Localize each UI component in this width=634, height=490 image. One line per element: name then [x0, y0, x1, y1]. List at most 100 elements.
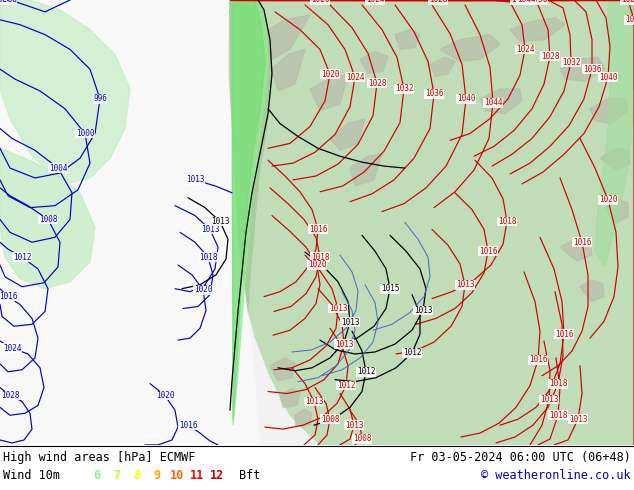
Text: 1018: 1018: [549, 379, 567, 388]
Text: 1013: 1013: [335, 340, 353, 348]
Text: 7: 7: [113, 468, 120, 482]
Text: 1012: 1012: [403, 348, 421, 358]
Text: 10: 10: [170, 468, 184, 482]
Polygon shape: [230, 0, 272, 425]
Polygon shape: [272, 49, 305, 91]
Polygon shape: [440, 35, 500, 61]
Text: 1015: 1015: [381, 284, 399, 293]
Text: 1040: 1040: [598, 73, 618, 82]
Polygon shape: [330, 119, 365, 150]
Text: 1013: 1013: [210, 217, 230, 226]
Text: 1020: 1020: [598, 195, 618, 204]
Text: 1020: 1020: [621, 0, 634, 4]
Text: 1018: 1018: [498, 217, 516, 226]
Text: 1036: 1036: [425, 90, 443, 98]
Text: 11: 11: [190, 468, 204, 482]
Text: 1024: 1024: [346, 73, 365, 82]
Polygon shape: [0, 0, 130, 183]
Text: 1032: 1032: [511, 0, 529, 4]
Text: 1016: 1016: [555, 330, 573, 339]
Polygon shape: [510, 18, 565, 42]
Text: 1028: 1028: [429, 0, 447, 4]
Text: 1016: 1016: [179, 420, 197, 430]
Text: 996: 996: [93, 95, 107, 103]
Text: 1013: 1013: [414, 306, 432, 315]
Text: 1020: 1020: [307, 261, 327, 270]
Text: 1036: 1036: [583, 65, 601, 74]
Text: 982: 982: [0, 0, 7, 4]
Polygon shape: [480, 89, 522, 114]
Polygon shape: [590, 99, 628, 123]
Text: 1040: 1040: [519, 0, 537, 4]
Text: 1013: 1013: [540, 395, 559, 404]
Text: 1013: 1013: [456, 280, 474, 289]
Text: 1040: 1040: [456, 95, 476, 103]
Text: 1013: 1013: [569, 415, 587, 424]
Text: 1000: 1000: [75, 129, 94, 138]
Text: 1008: 1008: [321, 415, 339, 424]
Text: 1028: 1028: [541, 52, 559, 61]
Polygon shape: [0, 148, 95, 289]
Text: © weatheronline.co.uk: © weatheronline.co.uk: [481, 468, 631, 482]
Text: 1012: 1012: [13, 252, 31, 262]
Text: 1018: 1018: [549, 411, 567, 420]
Text: 1024: 1024: [3, 343, 22, 352]
Polygon shape: [280, 389, 300, 407]
Polygon shape: [560, 239, 592, 261]
Text: 988: 988: [3, 0, 17, 4]
Polygon shape: [360, 51, 388, 73]
Text: 1028: 1028: [1, 391, 19, 400]
Text: Wind 10m: Wind 10m: [3, 468, 60, 482]
Text: 1032: 1032: [562, 58, 580, 67]
Text: 6: 6: [93, 468, 101, 482]
Text: 1016: 1016: [479, 246, 497, 256]
Text: 12: 12: [210, 468, 224, 482]
Text: 9: 9: [153, 468, 160, 482]
Polygon shape: [600, 148, 630, 170]
Text: Fr 03-05-2024 06:00 UTC (06+48): Fr 03-05-2024 06:00 UTC (06+48): [410, 451, 631, 465]
Text: Bft: Bft: [239, 468, 261, 482]
Text: 1016: 1016: [529, 355, 547, 365]
Polygon shape: [580, 280, 604, 301]
Polygon shape: [605, 200, 628, 222]
Polygon shape: [395, 30, 420, 49]
Text: 1016: 1016: [309, 225, 327, 234]
Text: 1044: 1044: [517, 0, 535, 4]
Polygon shape: [350, 153, 382, 186]
Polygon shape: [228, 0, 634, 445]
Polygon shape: [590, 0, 634, 267]
Text: 1013: 1013: [305, 397, 323, 406]
Text: High wind areas [hPa] ECMWF: High wind areas [hPa] ECMWF: [3, 451, 195, 465]
Text: 1020: 1020: [156, 391, 174, 400]
Text: 1020: 1020: [321, 70, 339, 79]
Polygon shape: [295, 409, 312, 427]
Polygon shape: [270, 358, 295, 381]
Polygon shape: [232, 0, 265, 420]
Text: 1016: 1016: [0, 292, 17, 301]
Text: 1008: 1008: [353, 435, 372, 443]
Text: 1018: 1018: [198, 252, 217, 262]
Text: 1044: 1044: [484, 98, 502, 107]
Text: 1013: 1013: [340, 318, 359, 327]
Text: 1016: 1016: [624, 15, 634, 24]
Polygon shape: [560, 57, 605, 81]
Text: 1016: 1016: [573, 238, 592, 247]
Text: 1028: 1028: [368, 78, 386, 88]
Text: 1013: 1013: [186, 175, 204, 184]
Polygon shape: [430, 57, 455, 76]
Polygon shape: [0, 0, 260, 445]
Text: 1012: 1012: [337, 381, 355, 390]
Text: 1018: 1018: [311, 252, 329, 262]
Text: 1013: 1013: [329, 304, 347, 313]
Text: 1004: 1004: [49, 164, 67, 172]
Text: 1012: 1012: [357, 368, 375, 376]
Text: 8: 8: [133, 468, 141, 482]
Text: 1024: 1024: [366, 0, 384, 4]
Polygon shape: [232, 0, 268, 425]
Text: 1020: 1020: [194, 285, 212, 294]
Text: 1013: 1013: [201, 225, 219, 234]
Text: 1032: 1032: [395, 84, 413, 94]
Text: 1024: 1024: [515, 45, 534, 54]
Text: 1013: 1013: [345, 420, 363, 430]
Polygon shape: [310, 74, 348, 111]
